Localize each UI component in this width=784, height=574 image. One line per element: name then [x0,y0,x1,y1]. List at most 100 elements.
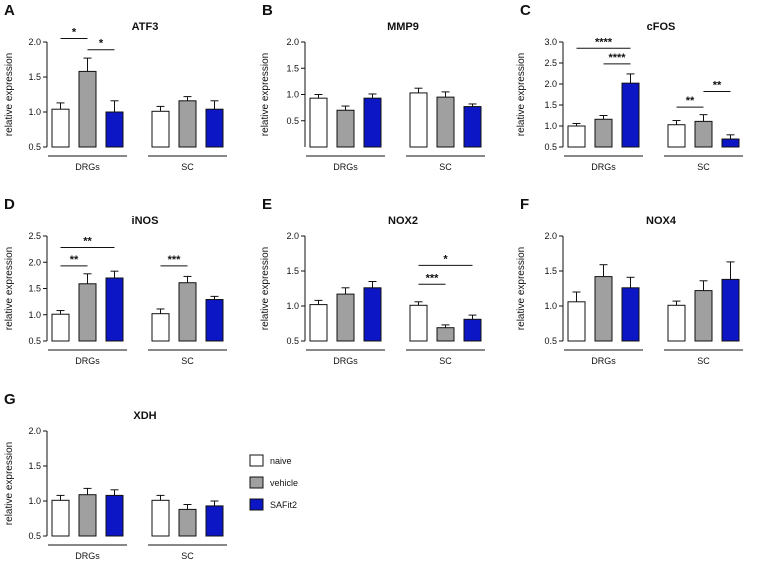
panel-nox2: E NOX2 relative expression 0.5 1.0 1.5 2.0 DRGs… [260,196,485,366]
bar-SAFit2-sc [463,106,482,148]
y-tick-label: 1.0 [28,496,41,506]
group-label: SC [697,162,710,172]
significance-label: ** [83,236,92,248]
panel-title: MMP9 [387,21,419,33]
group-label: DRGs [333,356,358,366]
y-tick-label: 1.0 [544,301,557,311]
bar-naive-drgs [309,304,328,342]
panel-letter: A [4,2,15,19]
bar-naive-sc [409,304,428,342]
y-tick-label: 1.5 [544,100,557,110]
bar-vehicle-drgs [336,293,355,342]
bar-vehicle-drgs [78,70,97,148]
legend-swatch-vehicle [249,476,264,489]
significance-label: * [72,27,77,39]
bar-vehicle-sc [694,120,713,148]
legend: naive vehicle SAFit2 [249,454,298,511]
y-tick-label: 2.0 [544,231,557,241]
group-label: DRGs [75,356,100,366]
y-tick-label: 1.0 [28,310,41,320]
bar-vehicle-drgs [78,283,97,342]
panel-letter: B [262,2,273,19]
bar-SAFit2-drgs [105,111,124,148]
bar-SAFit2-drgs [105,277,124,342]
y-tick-label: 1.5 [28,284,41,294]
group-label: DRGs [333,162,358,172]
group-label: DRGs [75,551,100,561]
panel-title: cFOS [647,21,676,33]
y-tick-label: 0.5 [286,336,299,346]
y-tick-label: 2.0 [28,426,41,436]
group-label: DRGs [591,162,616,172]
significance-label: ** [70,254,79,266]
legend-label-SAFit2: SAFit2 [270,500,297,510]
bar-vehicle-drgs [594,276,613,342]
y-tick-label: 2.5 [28,231,41,241]
bar-SAFit2-sc [463,318,482,342]
significance-label: ** [686,95,695,107]
group-label: SC [439,356,452,366]
y-tick-label: 1.5 [286,266,299,276]
y-axis-label: relative expression [260,247,271,330]
y-axis-label: relative expression [516,53,527,136]
y-tick-label: 2.0 [544,79,557,89]
bar-vehicle-sc [436,96,455,148]
panel-letter: G [4,391,16,408]
y-tick-label: 1.0 [544,121,557,131]
y-tick-label: 1.5 [28,72,41,82]
y-tick-label: 1.5 [28,461,41,471]
bar-vehicle-sc [178,508,197,537]
y-tick-label: 1.0 [286,90,299,100]
bar-naive-drgs [51,499,70,537]
y-tick-label: 1.5 [544,266,557,276]
panel-mmp9: B MMP9 relative expression 0.5 1.0 1.5 2.0 DRGs… [260,2,485,172]
bar-vehicle-sc [178,282,197,342]
group-label: DRGs [75,162,100,172]
panel-letter: E [262,196,272,213]
significance-label: **** [608,52,626,64]
bar-naive-sc [409,92,428,148]
panel-letter: C [520,2,531,19]
bar-SAFit2-sc [721,138,740,148]
group-label: SC [439,162,452,172]
significance-label: **** [595,36,613,48]
bar-naive-drgs [567,125,586,148]
panel-title: iNOS [132,215,159,227]
bar-SAFit2-drgs [363,287,382,342]
panel-atf3: A ATF3 relative expression 0.5 1.0 1.5 2.0 DRGs… [4,2,227,172]
group-label: SC [697,356,710,366]
bar-SAFit2-drgs [105,494,124,537]
bar-SAFit2-drgs [621,82,640,148]
y-tick-label: 1.0 [286,301,299,311]
bar-naive-sc [151,313,170,342]
panel-nox4: F NOX4 relative expression 0.5 1.0 1.5 2.0 DRGs… [516,196,743,366]
legend-swatch-naive [249,454,264,467]
bar-vehicle-sc [694,290,713,342]
y-axis-label: relative expression [4,53,15,136]
panel-letter: D [4,196,15,213]
group-label: SC [181,356,194,366]
y-tick-label: 0.5 [286,116,299,126]
y-tick-label: 2.0 [286,37,299,47]
bar-SAFit2-sc [205,108,224,148]
y-tick-label: 0.5 [544,142,557,152]
bar-vehicle-drgs [336,109,355,148]
bar-naive-drgs [567,301,586,342]
bar-naive-drgs [51,108,70,148]
significance-label: *** [426,272,440,284]
y-tick-label: 0.5 [544,336,557,346]
panel-title: ATF3 [132,21,159,33]
bar-naive-drgs [309,97,328,148]
bar-naive-sc [667,304,686,342]
panel-title: NOX2 [388,215,418,227]
y-axis-label: relative expression [260,53,271,136]
y-tick-label: 0.5 [28,531,41,541]
panel-xdh: G XDH relative expression 0.5 1.0 1.5 2.0 DRGs S… [4,391,227,561]
y-tick-label: 2.0 [28,37,41,47]
y-tick-label: 2.5 [544,58,557,68]
panel-letter: F [520,196,529,213]
group-label: SC [181,551,194,561]
